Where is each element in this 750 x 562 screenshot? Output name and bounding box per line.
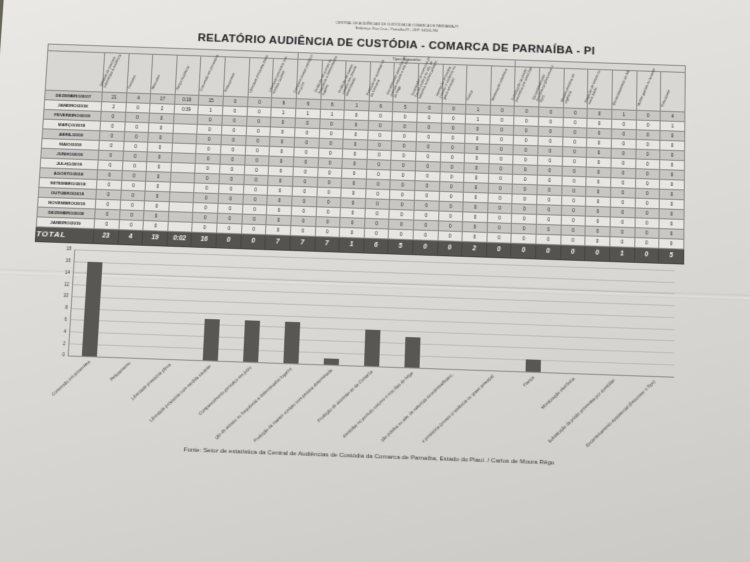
column-header: Masculino [150, 54, 178, 95]
column-header: Mulher grávida ou lactante [636, 68, 661, 111]
column-header: Reincidente [660, 71, 686, 112]
chart-ytick-label: 6 [64, 316, 68, 323]
chart-xlabel: Liberdade provisória com medida cautelar [148, 363, 213, 423]
column-header-label: Alegação de tortura ou maus tratos [583, 69, 602, 105]
column-header-label: Monitoração eletrônica [490, 67, 509, 102]
chart-xlabel: Substituição da prisão preventiva por do… [546, 377, 616, 444]
total-cell: 7 [265, 234, 291, 251]
column-header-label: Mulher grávida ou lactante [636, 67, 656, 107]
chart-gridline [71, 307, 675, 330]
column-header: Internação provisória (crimes c/ violênc… [435, 63, 468, 105]
total-cell: 7 [314, 236, 340, 252]
total-cell: 0 [511, 242, 536, 259]
column-header: Encaminhamento ao IML [612, 69, 637, 111]
chart-ytick-label: 12 [63, 281, 70, 287]
chart-ytick-label: 14 [64, 269, 71, 275]
total-cell: 0 [486, 242, 512, 258]
total-cell: 0 [560, 244, 586, 261]
table-corner-cell [45, 50, 105, 92]
column-header-label: Encaminhamento ao IML [611, 68, 631, 106]
chart-ytick-label: 10 [63, 293, 69, 299]
column-header: Fiança [466, 64, 492, 106]
report-content: CENTRAL DE AUDIÊNCIAS DE CUSTÓDIA DA COM… [22, 21, 744, 466]
total-cell: 6 [363, 237, 389, 254]
total-cell: 0 [535, 243, 561, 260]
chart-xlabel: Fiança [522, 374, 536, 388]
chart-ytick-label: 0 [62, 352, 65, 358]
total-cell: 7 [289, 235, 315, 252]
column-header: Feminino [126, 53, 153, 94]
total-cell: 0 [215, 232, 242, 249]
chart-bar [525, 359, 541, 372]
total-cell: 0 [412, 239, 438, 256]
chart-bar [242, 319, 260, 362]
chart-xlabel: Relaxamento [108, 360, 132, 382]
chart-xlabel: Proibição de ausentar-se da Comarca [316, 368, 374, 423]
total-cell: 4 [117, 229, 144, 246]
chart-gridline [72, 296, 675, 319]
chart-ytick-label: 8 [64, 305, 68, 311]
chart-bar [363, 329, 380, 367]
total-cell: 19 [142, 230, 168, 246]
bar-chart: 0 2 4 6 8 10 12 14 16 18 Conversão em preventiva R… [22, 246, 744, 466]
chart-ytick-label: 2 [62, 340, 66, 346]
chart-xlabel: Comparecimento periódico em juízo [197, 364, 253, 417]
chart-gridline [73, 272, 675, 295]
chart-bar [202, 318, 220, 361]
chart-bar [282, 321, 300, 364]
column-header-label: Relaxamento [223, 72, 236, 93]
chart-bar [81, 261, 103, 357]
chart-xlabel: ção pública ou ativ. de natureza econômi… [379, 371, 455, 443]
column-header-label: Liberdade provisória com medida cautelar [268, 55, 289, 95]
total-cell: 1 [338, 237, 364, 253]
chart-gridline [74, 260, 675, 283]
total-cell: 0:02 [166, 231, 193, 247]
chart-xlabel: Liberdade provisória plena [130, 361, 172, 401]
column-header-label: Medida protetiva de urgência [559, 73, 576, 105]
total-cell: 23 [93, 228, 119, 245]
column-header: Alegação de tortura ou maus tratos [584, 68, 613, 110]
column-header-label: Conversão em preventiva [199, 54, 220, 92]
column-header-label: Masculino [150, 74, 162, 90]
column-header-label: Tempo Audiência [175, 65, 191, 91]
column-header-label: Qntdade de pessoas submetidas à audiênci… [99, 53, 123, 89]
total-cell: 5 [658, 248, 684, 264]
total-cell: 0 [584, 245, 610, 262]
total-cell: 2 [461, 241, 487, 257]
total-cell: 1 [609, 246, 635, 263]
chart-xlabel: Proibição de manter contato com pessoa d… [252, 367, 334, 443]
chart-xlabel: Encaminhamento Assistencial (Descrever o… [584, 378, 657, 448]
column-header-label: Feminino [126, 74, 137, 90]
report-table: Tipos de cautelar Qntdade de pessoas subm… [35, 43, 686, 264]
total-cell: 5 [387, 238, 414, 255]
chart-gridline [73, 284, 675, 307]
chart-bar [323, 358, 339, 365]
chart-xlabel: domiciliar no período noturno e nos dias… [341, 370, 414, 439]
chart-ytick-label: 18 [66, 246, 72, 252]
column-header: Conversão em preventiva [199, 54, 226, 97]
chart-ytick-label: 16 [65, 258, 71, 264]
chart-bar [403, 337, 420, 368]
column-header-label: Fiança [466, 89, 474, 101]
total-cell: 0 [634, 247, 659, 263]
column-header-label: Liberdade provisória plena [247, 54, 269, 94]
total-cell: 0 [240, 233, 266, 250]
total-cell: 16 [191, 231, 217, 248]
column-header: Relaxamento [223, 56, 250, 97]
column-header-label: Reincidente [660, 89, 672, 108]
chart-ytick-label: 4 [63, 328, 67, 334]
total-cell: 0 [437, 240, 463, 257]
chart-xlabel: Monitoração eletrônica [540, 375, 576, 410]
total-label: TOTAL [35, 226, 95, 244]
chart-plot: 0 2 4 6 8 10 12 14 16 18 [62, 246, 676, 378]
chart-xlabel: o provisória (crimes c/ violência ou gra… [420, 373, 495, 444]
column-header: Tempo Audiência [175, 54, 202, 96]
chart-xlabel: ção de acesso ou frequência a determinad… [213, 366, 293, 441]
column-header: Qntdade de pessoas submetidas à audiênci… [99, 52, 129, 93]
